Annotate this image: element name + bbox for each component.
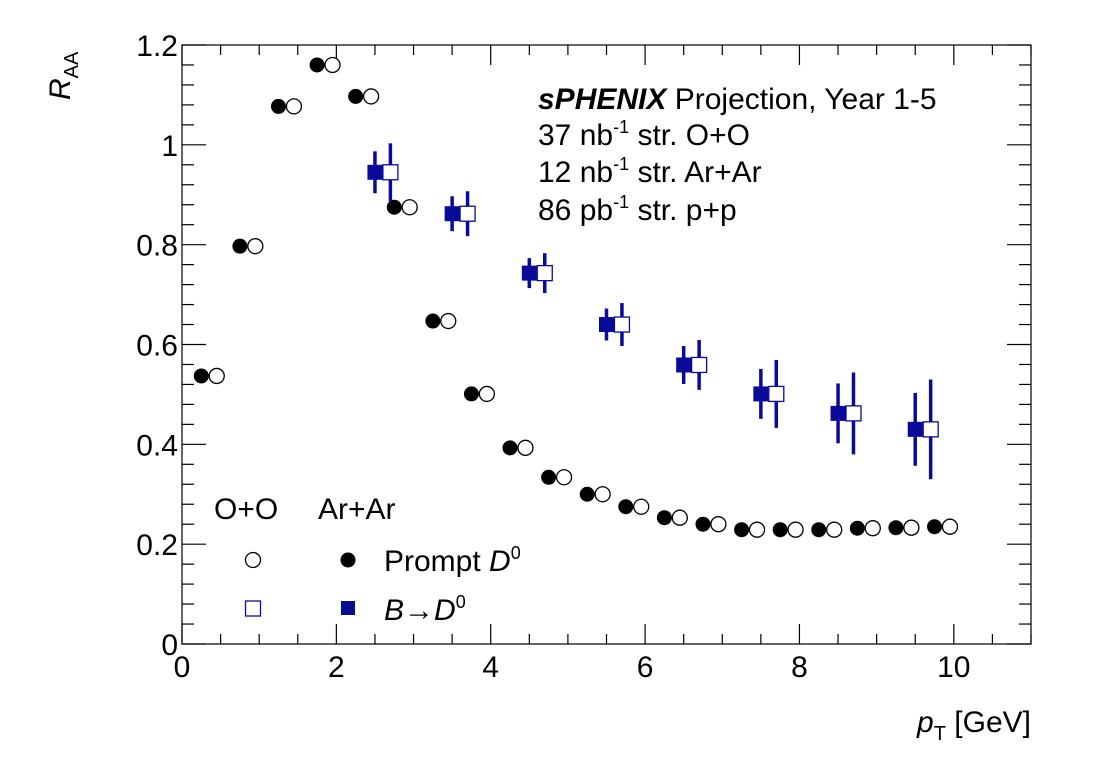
annotation-title: sPHENIX Projection, Year 1-5	[538, 83, 937, 116]
data-point-prompt-d0-arar	[386, 199, 402, 215]
data-point-prompt-d0-arar	[811, 522, 827, 538]
data-point-prompt-d0-oo	[324, 56, 341, 74]
data-point-b-d0-oo	[382, 164, 399, 181]
data-point-prompt-d0-oo	[941, 518, 959, 535]
data-point-prompt-d0-oo	[671, 509, 688, 526]
data-point-prompt-d0-arar	[348, 88, 364, 104]
data-point-b-d0-arar	[907, 421, 923, 437]
data-point-b-d0-arar	[367, 164, 383, 180]
data-point-prompt-d0-arar	[309, 57, 325, 73]
x-tick-label: 2	[328, 651, 345, 684]
y-axis-label: RAA	[44, 51, 83, 100]
data-point-prompt-d0-arar	[193, 368, 209, 384]
data-point-b-d0-arar	[444, 206, 460, 222]
y-tick-label: 0	[161, 629, 178, 662]
data-point-prompt-d0-arar	[695, 516, 711, 532]
data-point-b-d0-arar	[753, 386, 769, 402]
data-point-b-d0-arar	[521, 265, 537, 281]
data-point-prompt-d0-arar	[734, 522, 750, 538]
data-point-prompt-d0-arar	[579, 486, 595, 502]
data-point-prompt-d0-oo	[864, 520, 881, 537]
data-point-b-d0-arar	[830, 405, 846, 421]
data-point-prompt-d0-oo	[517, 439, 534, 456]
data-point-b-d0-oo	[459, 205, 476, 222]
data-point-b-d0-oo	[690, 356, 708, 374]
data-point-prompt-d0-oo	[208, 367, 225, 385]
data-point-prompt-d0-arar	[927, 519, 943, 535]
data-point-prompt-d0-arar	[541, 469, 557, 485]
data-point-b-d0-oo	[768, 385, 785, 403]
data-point-prompt-d0-oo	[710, 516, 727, 533]
data-point-prompt-d0-oo	[555, 469, 573, 486]
legend-marker-prompt-oo	[244, 551, 262, 569]
x-axis-label: pT [GeV]	[916, 706, 1031, 745]
data-point-prompt-d0-arar	[502, 440, 518, 456]
data-point-prompt-d0-oo	[633, 498, 650, 515]
data-point-prompt-d0-oo	[440, 312, 457, 330]
y-tick-label: 1.2	[136, 30, 178, 63]
data-point-prompt-d0-oo	[478, 385, 496, 403]
data-point-prompt-d0-arar	[772, 522, 788, 538]
data-point-b-d0-arar	[599, 317, 614, 333]
y-tick-label: 0.2	[136, 529, 178, 562]
legend-header-arar: Ar+Ar	[318, 493, 396, 526]
x-tick-label: 6	[637, 651, 654, 684]
data-point-prompt-d0-arar	[425, 313, 441, 329]
data-point-prompt-d0-oo	[285, 98, 303, 115]
annotation-block: sPHENIX Projection, Year 1-5 37 nb-1 str…	[538, 83, 937, 227]
data-point-b-d0-oo	[922, 421, 939, 438]
data-point-prompt-d0-oo	[787, 521, 804, 538]
data-point-b-d0-oo	[536, 264, 553, 282]
data-point-prompt-d0-oo	[247, 238, 264, 255]
data-points	[193, 56, 959, 538]
legend-label-b-to-d0: B→D0	[384, 592, 466, 627]
data-point-b-d0-arar	[676, 357, 692, 373]
data-point-prompt-d0-oo	[826, 521, 843, 538]
x-tick-label: 10	[937, 651, 970, 684]
data-point-prompt-d0-oo	[903, 519, 920, 536]
data-point-prompt-d0-arar	[888, 520, 904, 536]
data-point-prompt-d0-arar	[656, 510, 672, 526]
legend-marker-b-oo	[244, 600, 262, 617]
y-tick-label: 1	[161, 130, 178, 163]
data-point-prompt-d0-oo	[748, 521, 766, 538]
annotation-line-pp: 86 pb-1 str. p+p	[538, 192, 737, 227]
data-point-prompt-d0-oo	[362, 88, 380, 105]
data-point-prompt-d0-arar	[232, 238, 248, 254]
x-tick-label: 4	[482, 651, 499, 684]
y-tick-label: 0.6	[136, 330, 178, 363]
legend: O+O Ar+Ar Prompt D0 B→D0	[214, 493, 521, 627]
y-tick-label: 0.8	[136, 230, 178, 263]
axis-tick-labels: 0 2 4 6 8 10 0 0.2 0.4 0.6 0.8 1 1.2	[136, 30, 970, 684]
annotation-line-arar: 12 nb-1 str. Ar+Ar	[538, 154, 762, 189]
annotation-line-oo: 37 nb-1 str. O+O	[538, 117, 750, 152]
data-point-prompt-d0-oo	[401, 199, 418, 216]
legend-label-prompt-d0: Prompt D0	[384, 543, 521, 578]
x-tick-label: 8	[791, 651, 808, 684]
legend-header-oo: O+O	[214, 493, 278, 526]
y-tick-label: 0.4	[136, 429, 178, 462]
data-point-b-d0-oo	[613, 316, 631, 333]
legend-marker-b-arar	[341, 601, 355, 615]
data-point-prompt-d0-oo	[594, 486, 611, 503]
legend-marker-prompt-arar	[340, 552, 356, 568]
data-point-prompt-d0-arar	[618, 499, 634, 515]
x-tick-label: 0	[174, 651, 191, 684]
data-point-b-d0-oo	[845, 405, 862, 422]
data-point-prompt-d0-arar	[463, 386, 479, 402]
data-point-prompt-d0-arar	[849, 520, 865, 536]
data-point-prompt-d0-arar	[270, 98, 286, 114]
